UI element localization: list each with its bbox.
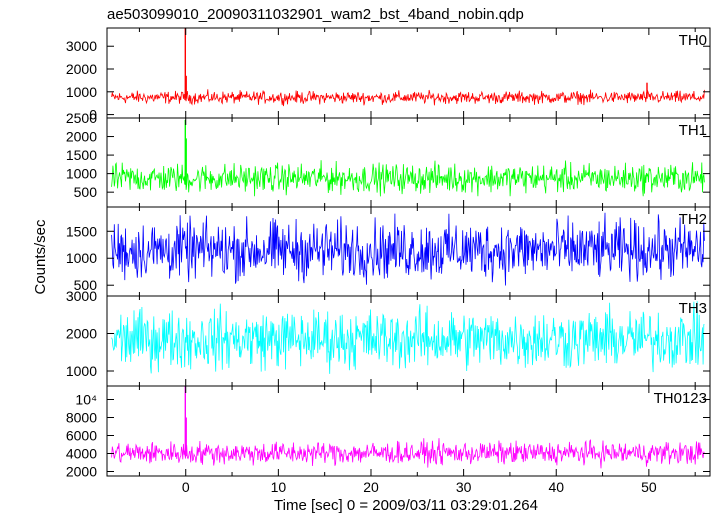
y-tick-label-th0-1: 1000 <box>66 84 97 100</box>
y-tick-label-th0123-1: 4000 <box>66 446 97 462</box>
panel-label-th0123: TH0123 <box>654 390 707 407</box>
series-line-th3 <box>111 301 705 374</box>
y-tick-label-th3-2: 3000 <box>66 288 97 304</box>
panel-label-th2: TH2 <box>679 211 707 228</box>
y-tick-label-th1-3: 2000 <box>66 129 97 145</box>
panel-label-th0: TH0 <box>679 32 707 49</box>
y-tick-label-th1-4: 2500 <box>66 110 97 126</box>
y-tick-label-th3-1: 2000 <box>66 326 97 342</box>
y-tick-label-th0-3: 3000 <box>66 38 97 54</box>
x-axis-label: Time [sec] 0 = 2009/03/11 03:29:01.264 <box>274 497 538 514</box>
panel-label-th1: TH1 <box>679 122 707 139</box>
y-tick-label-th1-2: 1500 <box>66 147 97 163</box>
y-tick-label-th1-0: 500 <box>74 184 98 200</box>
y-tick-label-th3-0: 1000 <box>66 363 97 379</box>
series-line-th2 <box>111 212 705 286</box>
panel-frame-th1 <box>106 117 711 208</box>
y-tick-label-th0123-3: 8000 <box>66 410 97 426</box>
panel-frame-th0 <box>106 27 711 119</box>
x-tick-label-2: 20 <box>363 479 379 495</box>
x-tick-label-4: 40 <box>548 479 564 495</box>
y-tick-label-th0123-4: 10⁴ <box>75 392 97 408</box>
y-tick-label-th0-2: 2000 <box>66 61 97 77</box>
x-tick-label-0: 0 <box>182 479 190 495</box>
x-tick-label-1: 10 <box>271 479 287 495</box>
panel-label-th3: TH3 <box>679 300 707 317</box>
series-line-th0123 <box>111 438 705 469</box>
chart-title: ae503099010_20090311032901_wam2_bst_4ban… <box>107 6 524 23</box>
series-line-th0 <box>111 89 705 107</box>
x-tick-label-5: 50 <box>641 479 657 495</box>
y-tick-label-th1-1: 1000 <box>66 166 97 182</box>
x-tick-label-3: 30 <box>456 479 472 495</box>
y-axis-label: Counts/sec <box>32 219 49 295</box>
panel-frame-th0123 <box>106 385 711 477</box>
series-line-th1 <box>111 160 705 197</box>
y-tick-label-th0123-2: 6000 <box>66 428 97 444</box>
y-tick-label-th2-1: 1000 <box>66 250 97 266</box>
y-tick-label-th0-0: 0 <box>89 107 97 123</box>
y-tick-label-th0123-0: 2000 <box>66 464 97 480</box>
y-tick-label-th2-2: 1500 <box>66 223 97 239</box>
y-tick-label-th2-0: 500 <box>74 277 98 293</box>
